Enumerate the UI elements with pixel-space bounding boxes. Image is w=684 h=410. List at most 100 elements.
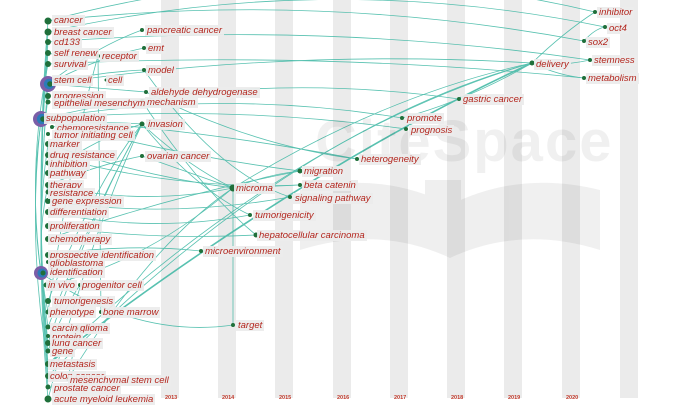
keyword-acute-myeloid-leukemia: acute myeloid leukemia [52,394,156,405]
keyword-prognosis: prognosis [409,125,455,136]
keyword-prostate-cancer: prostate cancer [52,383,122,394]
node-beta-catenin [298,183,302,187]
year-label-2014: 2014 [222,395,235,401]
keyword-drug-resistance: drug resistance [48,150,117,161]
keyword-inhibitor: inhibitor [597,7,635,18]
node-prostate-cancer [45,384,51,390]
node-acute-myeloid-leukemia [44,395,52,403]
year-band [620,0,638,398]
node-protein [46,334,50,338]
node-model [142,68,146,72]
node-tumorigenesis [45,298,51,304]
keyword-chemotherapy: chemotherapy [48,234,113,245]
keyword-microrna: microrna [234,183,275,194]
keyword-therapy: therapy [48,180,84,191]
keyword-gene-expression: gene expression [50,196,124,207]
node-stemness [588,58,592,62]
keyword-mesenchymal-stem-cell: mesenchymal stem cell [68,375,171,386]
keyword-gastric-cancer: gastric cancer [461,94,525,105]
node-gene-expression [45,198,51,204]
node-prognosis [404,127,408,131]
node-lung-cancer [45,340,51,346]
year-label-2019: 2019 [508,395,521,401]
link-metastasis-delivery [47,62,533,365]
keyword-epithelial-mesenchym: epithelial mesenchym [52,98,148,109]
keyword-tumor-initiating-cell: tumor initiating cell [52,130,135,141]
keyword-breast-cancer: breast cancer [52,27,114,38]
keyword-sox2: sox2 [586,37,611,48]
node-cd133 [45,39,51,45]
link-self-renew-gene [40,52,49,352]
keyword-hepatocellular-carcinoma: hepatocellular carcinoma [257,230,367,241]
node-stem-cell [47,81,53,87]
keyword-aldehyde-dehydrogenase: aldehyde dehydrogenase [149,87,260,98]
keyword-stemness: stemness [592,55,637,66]
keyword-progression: progression [52,91,106,102]
node-progression [45,93,51,99]
year-label-2018: 2018 [451,395,464,401]
year-band [562,0,580,398]
keyword-receptor: receptor [100,51,139,62]
keyword-promote: promote [405,113,444,124]
node-epithelial-mesenchym [45,99,51,105]
year-label-2020: 2020 [566,395,579,401]
node-ovarian-cancer [140,154,144,158]
keyword-subpopulation: subpopulation [44,113,108,124]
keyword-cd133: cd133 [52,37,82,48]
keyword-self-renew: self renew [52,48,100,59]
node-survival [45,61,51,67]
link-cancer-sox2 [47,9,585,42]
year-label-2017: 2017 [394,395,407,401]
link-survival-metabolism [47,59,585,79]
node-identification [40,270,46,276]
keyword-pathway: pathway [48,168,88,179]
node-aldehyde-dehydrogenase [144,90,148,94]
keyword-stem-cell: stem cell [52,75,94,86]
year-band [218,0,236,398]
link-breast-cancer-oct4 [47,0,606,33]
keyword-chemoresistance: chemoresistance [55,123,131,134]
keyword-invasion: invasion [146,119,185,130]
keyword-target: target [236,320,265,331]
keyword-bone-marrow: bone marrow [101,307,161,318]
node-pancreatic-cancer [140,28,144,32]
node-breast-cancer [44,28,52,36]
node-gastric-cancer [457,97,461,101]
node-self-renew [45,50,51,56]
node-tumor-initiating-cell [46,132,50,136]
keyword-protein: protein [50,332,84,343]
keyword-lung-cancer: lung cancer [50,338,104,349]
node-microenvironment [199,249,203,253]
link-subpopulation-promote [40,103,403,120]
watermark-book-icon [300,180,600,258]
node-promote [400,116,404,120]
book-bar [425,180,461,235]
node-chemoresistance [50,125,54,129]
link-therapy-phenotype [40,184,49,313]
keyword-proliferation: proliferation [48,221,102,232]
node-heterogeneity [355,157,359,161]
keyword-model: model [146,65,176,76]
keyword-phenotype: phenotype [48,307,97,318]
keyword-gene: gene [50,346,76,357]
keyword-heterogeneity: heterogeneity [359,154,421,165]
node-cancer [44,17,52,25]
keyword-signaling-pathway: signaling pathway [293,193,373,204]
keyword-carcinoma: carcinoma [50,323,98,334]
node-delivery [529,60,535,66]
link-cancer-inhibitor [47,0,596,22]
link-delivery-inhibitor [531,11,596,64]
year-label-2013: 2013 [165,395,178,401]
keyword-tumorigenicity: tumorigenicity [253,210,316,221]
node-metabolism [582,76,586,80]
node-carcinoma [45,324,51,330]
node-sox2 [582,39,586,43]
keyword-mechanism: mechanism [145,97,198,108]
year-label-2016: 2016 [337,395,350,401]
keyword-glioblastoma: glioblastoma [48,258,106,269]
keyword-migration: migration [302,166,346,177]
node-oct4 [603,25,607,29]
keyword-delivery: delivery [534,59,571,70]
keyword-progenitor-cell: progenitor cell [80,280,144,291]
